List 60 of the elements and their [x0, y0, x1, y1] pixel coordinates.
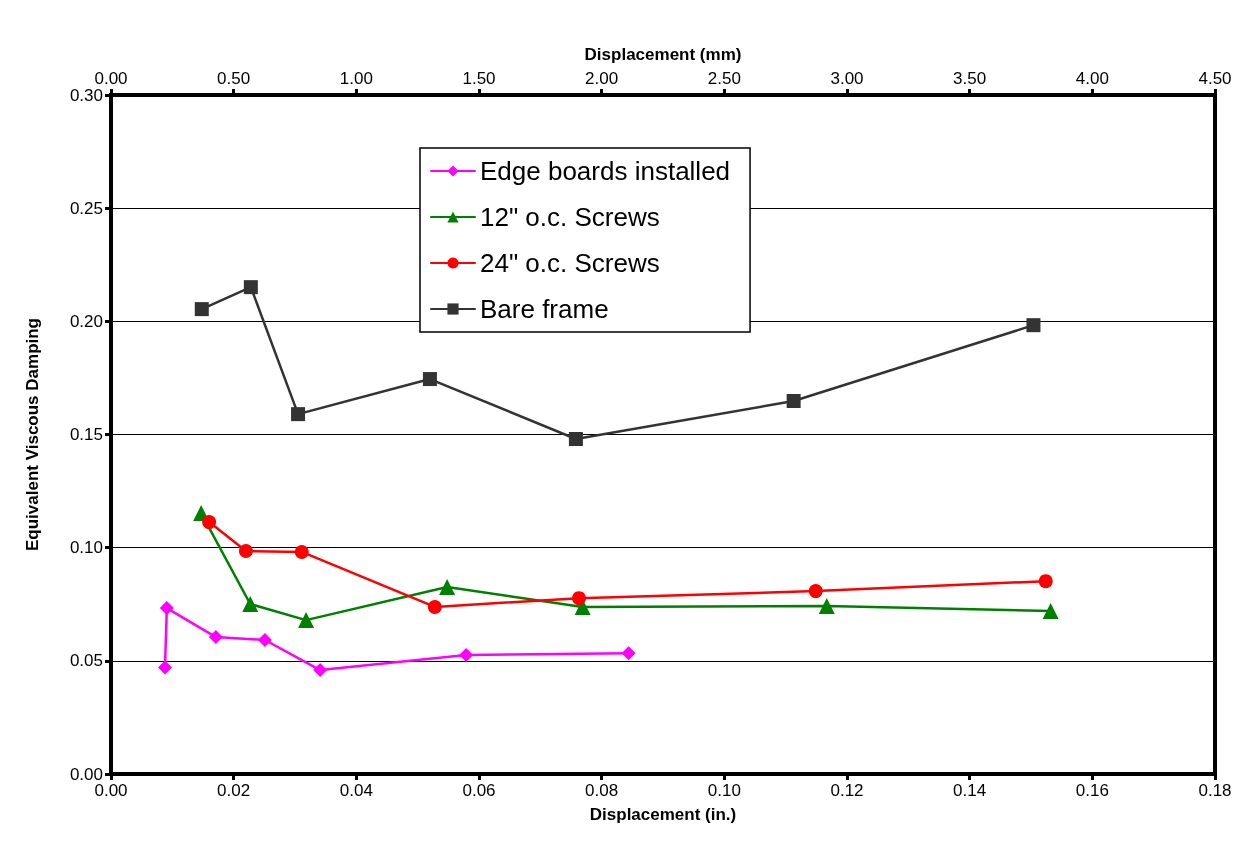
point [1026, 318, 1041, 333]
x-tick-label: 0.10 [707, 781, 741, 800]
legend-label: 12" o.c. Screws [480, 202, 660, 232]
point [422, 372, 437, 387]
point [257, 633, 272, 648]
x2-tick-label: 0.00 [94, 69, 128, 88]
x-tick-label: 0.00 [94, 781, 128, 800]
point [238, 544, 253, 559]
point [298, 612, 315, 629]
x2-tick-label: 2.50 [707, 69, 741, 88]
point [439, 579, 456, 596]
x2-tick-label: 4.50 [1198, 69, 1232, 88]
point [294, 544, 309, 559]
point [194, 302, 209, 317]
x-tick-label: 0.08 [585, 781, 619, 800]
x-tick-label: 0.04 [339, 781, 373, 800]
point [568, 432, 583, 447]
point [242, 596, 259, 613]
x-tick-label: 0.06 [462, 781, 496, 800]
x-tick-label: 0.14 [953, 781, 987, 800]
x2-tick-label: 0.50 [217, 69, 251, 88]
point [208, 630, 223, 645]
x2-tick-label: 1.00 [339, 69, 373, 88]
point [157, 660, 172, 675]
point [1042, 603, 1059, 620]
x2-axis-title: Displacement (mm) [584, 45, 742, 64]
point [313, 663, 328, 678]
x-axis-title: Displacement (in.) [589, 805, 737, 824]
point [808, 584, 823, 599]
x-tick-label: 0.02 [217, 781, 251, 800]
point [291, 407, 306, 422]
x2-tick-label: 1.50 [462, 69, 496, 88]
point [786, 394, 801, 408]
y-tick-label: 0.30 [69, 85, 103, 105]
x2-tick-label: 3.50 [953, 69, 987, 88]
legend-label: 24" o.c. Screws [480, 248, 660, 278]
x2-tick-label: 3.00 [830, 69, 864, 88]
x-tick-label: 0.18 [1198, 781, 1232, 800]
point [1038, 574, 1053, 589]
point [159, 601, 174, 616]
y-tick-label: 0.20 [69, 311, 103, 331]
point [621, 646, 636, 661]
point [818, 598, 835, 615]
point [459, 647, 474, 662]
y-tick-label: 0.15 [69, 425, 103, 444]
y-tick-label: 0.05 [69, 651, 103, 671]
x2-tick-label: 2.00 [585, 69, 619, 88]
point [571, 591, 586, 606]
y-tick-label: 0.10 [69, 538, 103, 558]
legend-label: Edge boards installed [480, 156, 731, 186]
y-axis-title: Equivalent Viscous Damping [23, 317, 42, 552]
y-tick-label: 0.25 [69, 198, 103, 218]
y-tick-label: 0.00 [69, 764, 103, 784]
point [243, 280, 258, 295]
point [202, 515, 217, 530]
legend-label: Bare frame [480, 294, 609, 324]
point [427, 599, 442, 614]
x-tick-label: 0.16 [1075, 781, 1109, 800]
x2-tick-label: 4.00 [1075, 69, 1109, 88]
x-tick-label: 0.12 [830, 781, 864, 800]
